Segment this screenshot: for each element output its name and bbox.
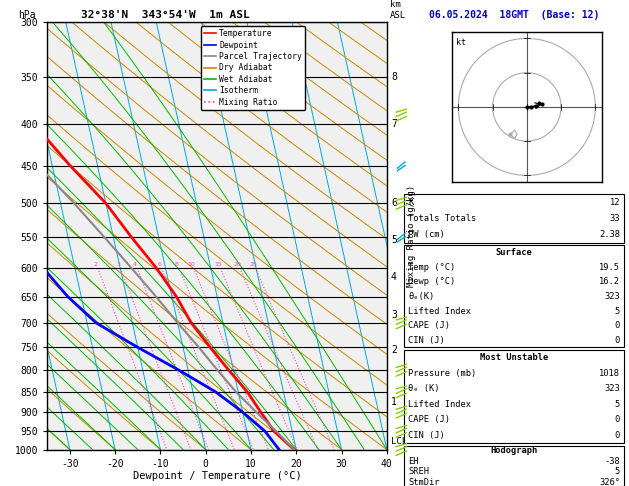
- Text: 1: 1: [391, 397, 397, 407]
- Text: SREH: SREH: [408, 468, 430, 476]
- Text: 10: 10: [187, 262, 195, 267]
- Text: 0: 0: [615, 321, 620, 330]
- Text: 2: 2: [94, 262, 97, 267]
- Text: 33: 33: [610, 214, 620, 223]
- FancyBboxPatch shape: [404, 446, 625, 486]
- Text: 19.5: 19.5: [599, 263, 620, 272]
- Text: 20: 20: [233, 262, 242, 267]
- Text: 06.05.2024  18GMT  (Base: 12): 06.05.2024 18GMT (Base: 12): [429, 10, 599, 20]
- FancyBboxPatch shape: [404, 194, 625, 243]
- Text: PW (cm): PW (cm): [408, 230, 445, 240]
- Text: θₑ (K): θₑ (K): [408, 384, 440, 393]
- Text: EH: EH: [408, 457, 419, 466]
- Text: StmDir: StmDir: [408, 478, 440, 486]
- Text: 2: 2: [391, 345, 397, 355]
- Text: 1018: 1018: [599, 369, 620, 378]
- Text: LCL: LCL: [391, 437, 407, 446]
- Text: CAPE (J): CAPE (J): [408, 416, 450, 424]
- FancyBboxPatch shape: [404, 245, 625, 347]
- Text: Pressure (mb): Pressure (mb): [408, 369, 477, 378]
- Text: 25: 25: [249, 262, 257, 267]
- Text: 3: 3: [391, 310, 397, 320]
- Text: 4: 4: [391, 272, 397, 282]
- Text: Hodograph: Hodograph: [491, 447, 538, 455]
- Text: 5: 5: [615, 400, 620, 409]
- Text: hPa: hPa: [18, 10, 36, 20]
- Text: 12: 12: [610, 198, 620, 207]
- Text: Dewp (°C): Dewp (°C): [408, 278, 455, 286]
- Text: K: K: [408, 198, 414, 207]
- Text: 6: 6: [391, 198, 397, 208]
- Text: Temp (°C): Temp (°C): [408, 263, 455, 272]
- Text: 15: 15: [214, 262, 222, 267]
- Text: 5: 5: [615, 468, 620, 476]
- Text: 5: 5: [391, 235, 397, 245]
- Text: 5: 5: [615, 307, 620, 315]
- Text: 0: 0: [615, 431, 620, 440]
- Text: kt: kt: [455, 38, 465, 48]
- X-axis label: Dewpoint / Temperature (°C): Dewpoint / Temperature (°C): [133, 471, 301, 481]
- Text: 32°38'N  343°54'W  1m ASL: 32°38'N 343°54'W 1m ASL: [81, 10, 250, 20]
- Text: Lifted Index: Lifted Index: [408, 400, 471, 409]
- Text: 6: 6: [157, 262, 161, 267]
- Text: 3: 3: [116, 262, 120, 267]
- Text: 0: 0: [615, 336, 620, 345]
- Text: Totals Totals: Totals Totals: [408, 214, 477, 223]
- Text: 4: 4: [133, 262, 137, 267]
- Text: 7: 7: [391, 119, 397, 129]
- Text: 2.38: 2.38: [599, 230, 620, 240]
- Text: 16.2: 16.2: [599, 278, 620, 286]
- Text: θₑ(K): θₑ(K): [408, 292, 435, 301]
- Text: Most Unstable: Most Unstable: [480, 353, 548, 362]
- Legend: Temperature, Dewpoint, Parcel Trajectory, Dry Adiabat, Wet Adiabat, Isotherm, Mi: Temperature, Dewpoint, Parcel Trajectory…: [201, 26, 305, 110]
- Text: Surface: Surface: [496, 248, 533, 257]
- Text: CIN (J): CIN (J): [408, 336, 445, 345]
- Text: 323: 323: [604, 292, 620, 301]
- Text: 0: 0: [615, 416, 620, 424]
- Text: Mixing Ratio (g/kg): Mixing Ratio (g/kg): [408, 185, 416, 287]
- Text: 8: 8: [175, 262, 179, 267]
- Text: -38: -38: [604, 457, 620, 466]
- Text: 8: 8: [391, 71, 397, 82]
- Text: 323: 323: [604, 384, 620, 393]
- Text: km
ASL: km ASL: [390, 0, 406, 20]
- FancyBboxPatch shape: [404, 350, 625, 443]
- Text: CIN (J): CIN (J): [408, 431, 445, 440]
- Text: 326°: 326°: [599, 478, 620, 486]
- Text: Lifted Index: Lifted Index: [408, 307, 471, 315]
- Text: CAPE (J): CAPE (J): [408, 321, 450, 330]
